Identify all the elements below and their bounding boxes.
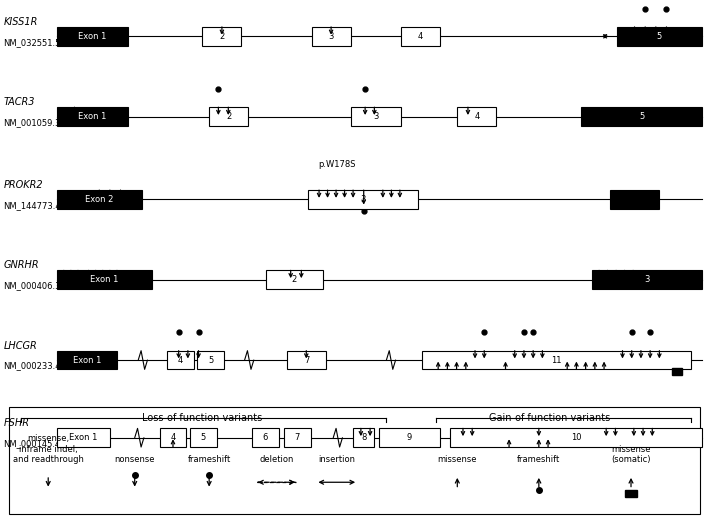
Text: Exon 1: Exon 1 [69,433,98,442]
Text: NM_000145.4: NM_000145.4 [4,439,61,448]
Text: Exon 2: Exon 2 [85,195,113,204]
Text: frameshift: frameshift [517,455,561,464]
Bar [252,428,279,447]
Bar [284,428,311,447]
Text: 4: 4 [177,355,183,365]
Bar [9,407,700,514]
Text: NM_000406.3: NM_000406.3 [4,281,61,290]
Text: 5: 5 [639,112,644,121]
Text: p.W178S: p.W178S [318,161,355,169]
Text: missense,
inframe indel,
and readthrough: missense, inframe indel, and readthrough [13,434,84,464]
Text: 3: 3 [361,195,366,204]
Text: 7: 7 [294,433,300,442]
Text: Exon 1: Exon 1 [72,355,101,365]
Text: 5: 5 [657,32,662,41]
Text: NM_001059.3: NM_001059.3 [4,118,61,127]
Bar [353,428,374,447]
Bar [57,270,152,289]
Text: 4: 4 [474,112,479,121]
Text: insertion: insertion [318,455,355,464]
Bar [422,351,691,369]
Bar [610,190,659,209]
Text: deletion: deletion [259,455,294,464]
Text: nonsense: nonsense [114,455,155,464]
Text: 2: 2 [291,275,297,284]
Text: KISS1R: KISS1R [4,17,38,27]
Text: 9: 9 [407,433,412,442]
Text: GNRHR: GNRHR [4,261,39,270]
Bar [209,107,248,126]
Bar [592,270,702,289]
Text: NM_032551.5: NM_032551.5 [4,38,61,47]
Bar [57,428,110,447]
Text: missense: missense [437,455,477,464]
Text: NM_000233.4: NM_000233.4 [4,362,61,370]
Bar [351,107,401,126]
Text: 7: 7 [304,355,309,365]
Text: PROKR2: PROKR2 [4,180,43,190]
Text: 5: 5 [201,433,206,442]
Bar [581,107,702,126]
Text: Exon 1: Exon 1 [78,112,106,121]
Text: Loss-of-function variants: Loss-of-function variants [142,413,262,423]
Bar [202,27,241,46]
Text: Exon 1: Exon 1 [78,32,106,41]
Bar [197,351,224,369]
Text: 2: 2 [219,32,224,41]
Bar [287,351,326,369]
Bar [379,428,440,447]
Bar [672,368,681,375]
Text: LHCGR: LHCGR [4,341,38,351]
Bar [457,107,496,126]
Bar [57,107,128,126]
Text: 3: 3 [644,275,649,284]
Text: frameshift: frameshift [187,455,231,464]
Bar [312,27,351,46]
Text: NM_144773.4: NM_144773.4 [4,201,61,210]
Text: 5: 5 [208,355,213,365]
Bar [625,490,637,497]
Bar [57,27,128,46]
Text: 3: 3 [373,112,379,121]
Bar [617,27,702,46]
Text: missense
(somatic): missense (somatic) [611,444,651,464]
Bar [450,428,702,447]
Bar [401,27,440,46]
Text: Exon 1: Exon 1 [90,275,119,284]
Bar [57,351,117,369]
Text: 8: 8 [361,433,367,442]
Text: 4: 4 [418,32,423,41]
Bar [57,190,142,209]
Bar [160,428,186,447]
Text: 6: 6 [262,433,268,442]
Text: Gain-of-function variants: Gain-of-function variants [489,413,610,423]
Bar [266,270,323,289]
Text: TACR3: TACR3 [4,97,35,107]
Bar [308,190,418,209]
Bar [167,351,194,369]
Text: 10: 10 [571,433,581,442]
Text: FSHR: FSHR [4,419,30,428]
Text: 4: 4 [170,433,176,442]
Bar [190,428,217,447]
Text: 11: 11 [552,355,562,365]
Text: 3: 3 [329,32,334,41]
Text: 2: 2 [226,112,231,121]
